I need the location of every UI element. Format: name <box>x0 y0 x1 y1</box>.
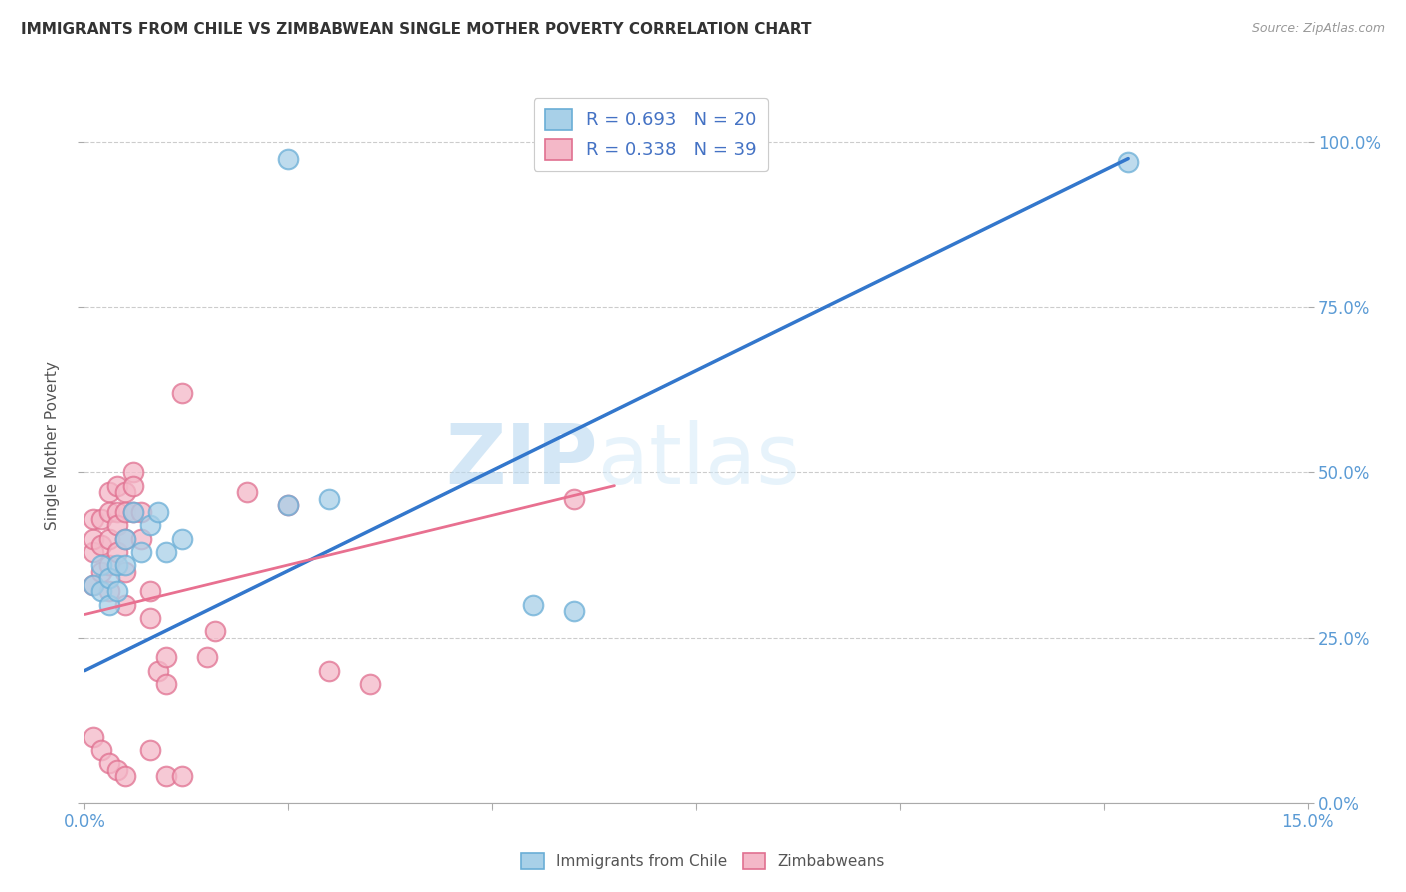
Point <box>97 485 120 500</box>
Point <box>131 532 153 546</box>
Point <box>114 565 136 579</box>
Point <box>155 769 177 783</box>
Text: IMMIGRANTS FROM CHILE VS ZIMBABWEAN SINGLE MOTHER POVERTY CORRELATION CHART: IMMIGRANTS FROM CHILE VS ZIMBABWEAN SING… <box>21 22 811 37</box>
Point <box>114 485 136 500</box>
Point <box>122 478 145 492</box>
Point <box>1116 154 1139 169</box>
Point <box>138 743 160 757</box>
Text: atlas: atlas <box>598 420 800 500</box>
Point <box>138 584 160 599</box>
Point <box>172 532 194 546</box>
Text: ZIP: ZIP <box>446 420 598 500</box>
Point <box>236 485 259 500</box>
Point <box>105 584 128 599</box>
Point <box>105 518 128 533</box>
Point <box>155 650 177 665</box>
Point <box>114 769 136 783</box>
Point <box>82 511 104 525</box>
Point <box>82 545 104 559</box>
Point <box>97 584 120 599</box>
Legend: R = 0.693   N = 20, R = 0.338   N = 39: R = 0.693 N = 20, R = 0.338 N = 39 <box>534 98 768 170</box>
Point <box>90 743 112 757</box>
Point <box>146 664 169 678</box>
Point <box>105 505 128 519</box>
Point <box>172 386 194 401</box>
Point <box>277 499 299 513</box>
Point <box>114 532 136 546</box>
Point <box>97 505 120 519</box>
Point <box>82 578 104 592</box>
Point <box>90 584 112 599</box>
Point <box>318 491 340 506</box>
Point <box>122 505 145 519</box>
Point <box>138 611 160 625</box>
Point <box>562 604 585 618</box>
Legend: Immigrants from Chile, Zimbabweans: Immigrants from Chile, Zimbabweans <box>515 847 891 875</box>
Point <box>122 466 145 480</box>
Point <box>114 558 136 572</box>
Point <box>97 558 120 572</box>
Point <box>277 152 299 166</box>
Point <box>105 558 128 572</box>
Point <box>90 511 112 525</box>
Point <box>105 763 128 777</box>
Point <box>82 578 104 592</box>
Point <box>82 730 104 744</box>
Point <box>155 545 177 559</box>
Point <box>131 505 153 519</box>
Point <box>90 565 112 579</box>
Point <box>90 558 112 572</box>
Point <box>97 571 120 585</box>
Point <box>318 664 340 678</box>
Point <box>122 505 145 519</box>
Point <box>562 491 585 506</box>
Point <box>146 505 169 519</box>
Point <box>195 650 218 665</box>
Point <box>131 545 153 559</box>
Text: Source: ZipAtlas.com: Source: ZipAtlas.com <box>1251 22 1385 36</box>
Point <box>105 545 128 559</box>
Point <box>114 505 136 519</box>
Point <box>114 598 136 612</box>
Point <box>90 538 112 552</box>
Point <box>277 499 299 513</box>
Point <box>97 532 120 546</box>
Point <box>359 677 381 691</box>
Point <box>155 677 177 691</box>
Point <box>204 624 226 638</box>
Point <box>172 769 194 783</box>
Y-axis label: Single Mother Poverty: Single Mother Poverty <box>45 361 60 531</box>
Point <box>97 598 120 612</box>
Point <box>138 518 160 533</box>
Point <box>522 598 544 612</box>
Point <box>114 532 136 546</box>
Point <box>82 532 104 546</box>
Point <box>105 478 128 492</box>
Point <box>97 756 120 771</box>
